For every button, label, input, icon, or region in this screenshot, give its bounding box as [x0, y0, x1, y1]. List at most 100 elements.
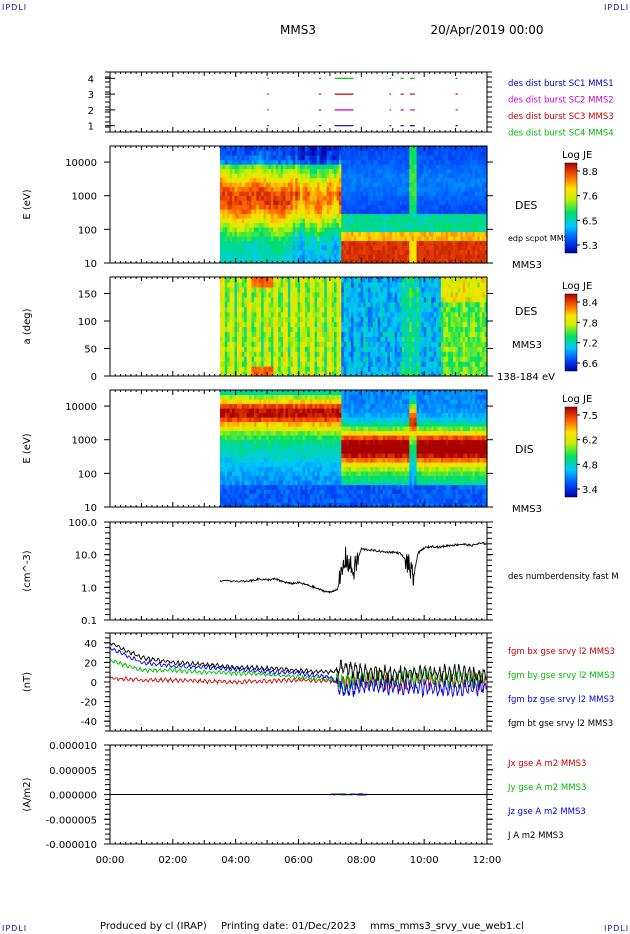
des-energy-panel-cell	[358, 168, 362, 174]
des-energy-panel-cell	[312, 231, 316, 237]
des-energy-panel-cell	[436, 195, 440, 201]
des-energy-panel-cell	[292, 150, 296, 156]
des-energy-panel-cell	[479, 186, 483, 192]
des-pitch-panel-cell	[394, 286, 398, 293]
des-energy-panel-cell	[266, 218, 270, 224]
des-energy-panel-cell	[375, 186, 379, 192]
des-energy-panel-cell	[372, 155, 376, 161]
des-pitch-panel-cell	[416, 356, 420, 362]
des-energy-panel-cell	[297, 191, 301, 197]
des-energy-panel-cell	[455, 213, 459, 219]
des-energy-panel-cell	[287, 150, 291, 156]
des-energy-panel-cell	[477, 209, 481, 215]
des-energy-panel-cell	[423, 168, 427, 174]
des-energy-panel-cell	[283, 173, 287, 179]
des-pitch-panel-cell	[275, 281, 279, 288]
des-pitch-panel-cell	[375, 291, 379, 298]
des-energy-panel-cell	[467, 164, 471, 170]
des-pitch-panel-cell	[326, 296, 330, 303]
des-energy-panel-cell	[482, 191, 486, 197]
des-pitch-panel-cell	[331, 301, 335, 308]
des-energy-panel-cell	[338, 245, 342, 251]
des-pitch-panel-cell	[246, 296, 250, 303]
des-energy-panel-cell	[229, 258, 233, 264]
des-energy-panel-cell	[392, 245, 396, 251]
des-energy-panel-cell	[334, 177, 338, 183]
des-pitch-panel-cell	[270, 301, 274, 308]
des-energy-panel-cell	[295, 164, 299, 170]
des-energy-panel-cell	[319, 249, 323, 255]
des-energy-panel-cell	[370, 227, 374, 233]
des-pitch-panel-cell	[268, 311, 272, 318]
des-pitch-panel-cell	[353, 336, 357, 342]
des-pitch-panel-cell	[423, 316, 427, 323]
des-energy-panel-cell	[482, 204, 486, 210]
des-energy-panel-cell	[324, 195, 328, 201]
des-energy-panel-cell	[479, 204, 483, 210]
des-pitch-panel-cell	[285, 361, 289, 367]
des-energy-panel-cell	[234, 222, 238, 228]
des-energy-panel-cell	[387, 182, 391, 188]
des-pitch-panel-cell	[222, 286, 226, 293]
des-pitch-panel-cell	[244, 277, 248, 283]
des-energy-panel-cell	[234, 195, 238, 201]
des-energy-panel-cell	[358, 240, 362, 246]
des-energy-panel-cell	[246, 231, 250, 237]
des-energy-panel-cell	[331, 249, 335, 255]
des-pitch-panel-cell	[416, 371, 420, 377]
des-pitch-panel-cell	[397, 346, 401, 352]
des-pitch-panel-cell	[406, 286, 410, 293]
des-energy-panel-cell	[411, 159, 415, 165]
des-energy-panel-cell	[482, 182, 486, 188]
des-pitch-panel-cell	[283, 311, 287, 318]
des-pitch-panel-cell	[348, 351, 352, 357]
des-energy-panel-cell	[307, 186, 311, 192]
des-pitch-panel-cell	[326, 286, 330, 293]
des-energy-panel-cell	[343, 173, 347, 179]
des-pitch-panel-cell	[317, 311, 321, 318]
des-pitch-panel-cell	[287, 361, 291, 367]
des-pitch-panel-cell	[370, 331, 374, 337]
des-energy-panel-cell	[273, 213, 277, 219]
des-energy-panel-cell	[445, 240, 449, 246]
des-energy-panel-cell	[241, 249, 245, 255]
des-energy-panel-cell	[314, 155, 318, 161]
des-energy-panel-cell	[287, 155, 291, 161]
des-energy-panel-cell	[389, 191, 393, 197]
des-pitch-panel-cell	[273, 301, 277, 308]
des-energy-panel-cell	[443, 159, 447, 165]
des-pitch-panel-cell	[368, 326, 372, 333]
des-pitch-panel-cell	[280, 291, 284, 298]
des-pitch-panel-cell	[404, 331, 408, 337]
des-pitch-panel-cell	[334, 321, 338, 328]
burst-panel-legend-4: des dist burst SC4 MMS4	[508, 129, 614, 139]
des-energy-panel-cell	[351, 258, 355, 264]
des-energy-panel-cell	[470, 222, 474, 228]
des-energy-panel-cell	[283, 218, 287, 224]
des-energy-panel-cell	[307, 227, 311, 233]
des-pitch-panel-cell	[317, 331, 321, 337]
des-energy-panel-cell	[428, 150, 432, 156]
des-energy-panel-cell	[399, 186, 403, 192]
des-pitch-panel-cell	[348, 356, 352, 362]
des-energy-panel-cell	[251, 209, 255, 215]
des-pitch-panel-cell	[402, 366, 406, 372]
des-energy-panel-cell	[343, 222, 347, 228]
des-energy-panel-cell	[402, 200, 406, 206]
des-energy-panel-cell	[450, 231, 454, 237]
des-energy-panel-cell	[304, 245, 308, 251]
des-pitch-panel-cell	[336, 361, 340, 367]
des-energy-panel-cell	[253, 240, 257, 246]
des-energy-panel-cell	[256, 236, 260, 242]
des-energy-panel-cell	[433, 236, 437, 242]
des-pitch-panel-cell	[290, 277, 294, 283]
des-energy-panel-cell	[278, 173, 282, 179]
des-energy-panel-cell	[370, 195, 374, 201]
des-energy-panel-cell	[431, 249, 435, 255]
des-energy-panel-cell	[450, 240, 454, 246]
des-pitch-panel-cell	[275, 316, 279, 323]
des-energy-panel-cell	[268, 213, 272, 219]
des-energy-panel-cell	[336, 222, 340, 228]
des-pitch-panel-cell	[314, 371, 318, 377]
des-energy-panel-cell	[263, 258, 267, 264]
